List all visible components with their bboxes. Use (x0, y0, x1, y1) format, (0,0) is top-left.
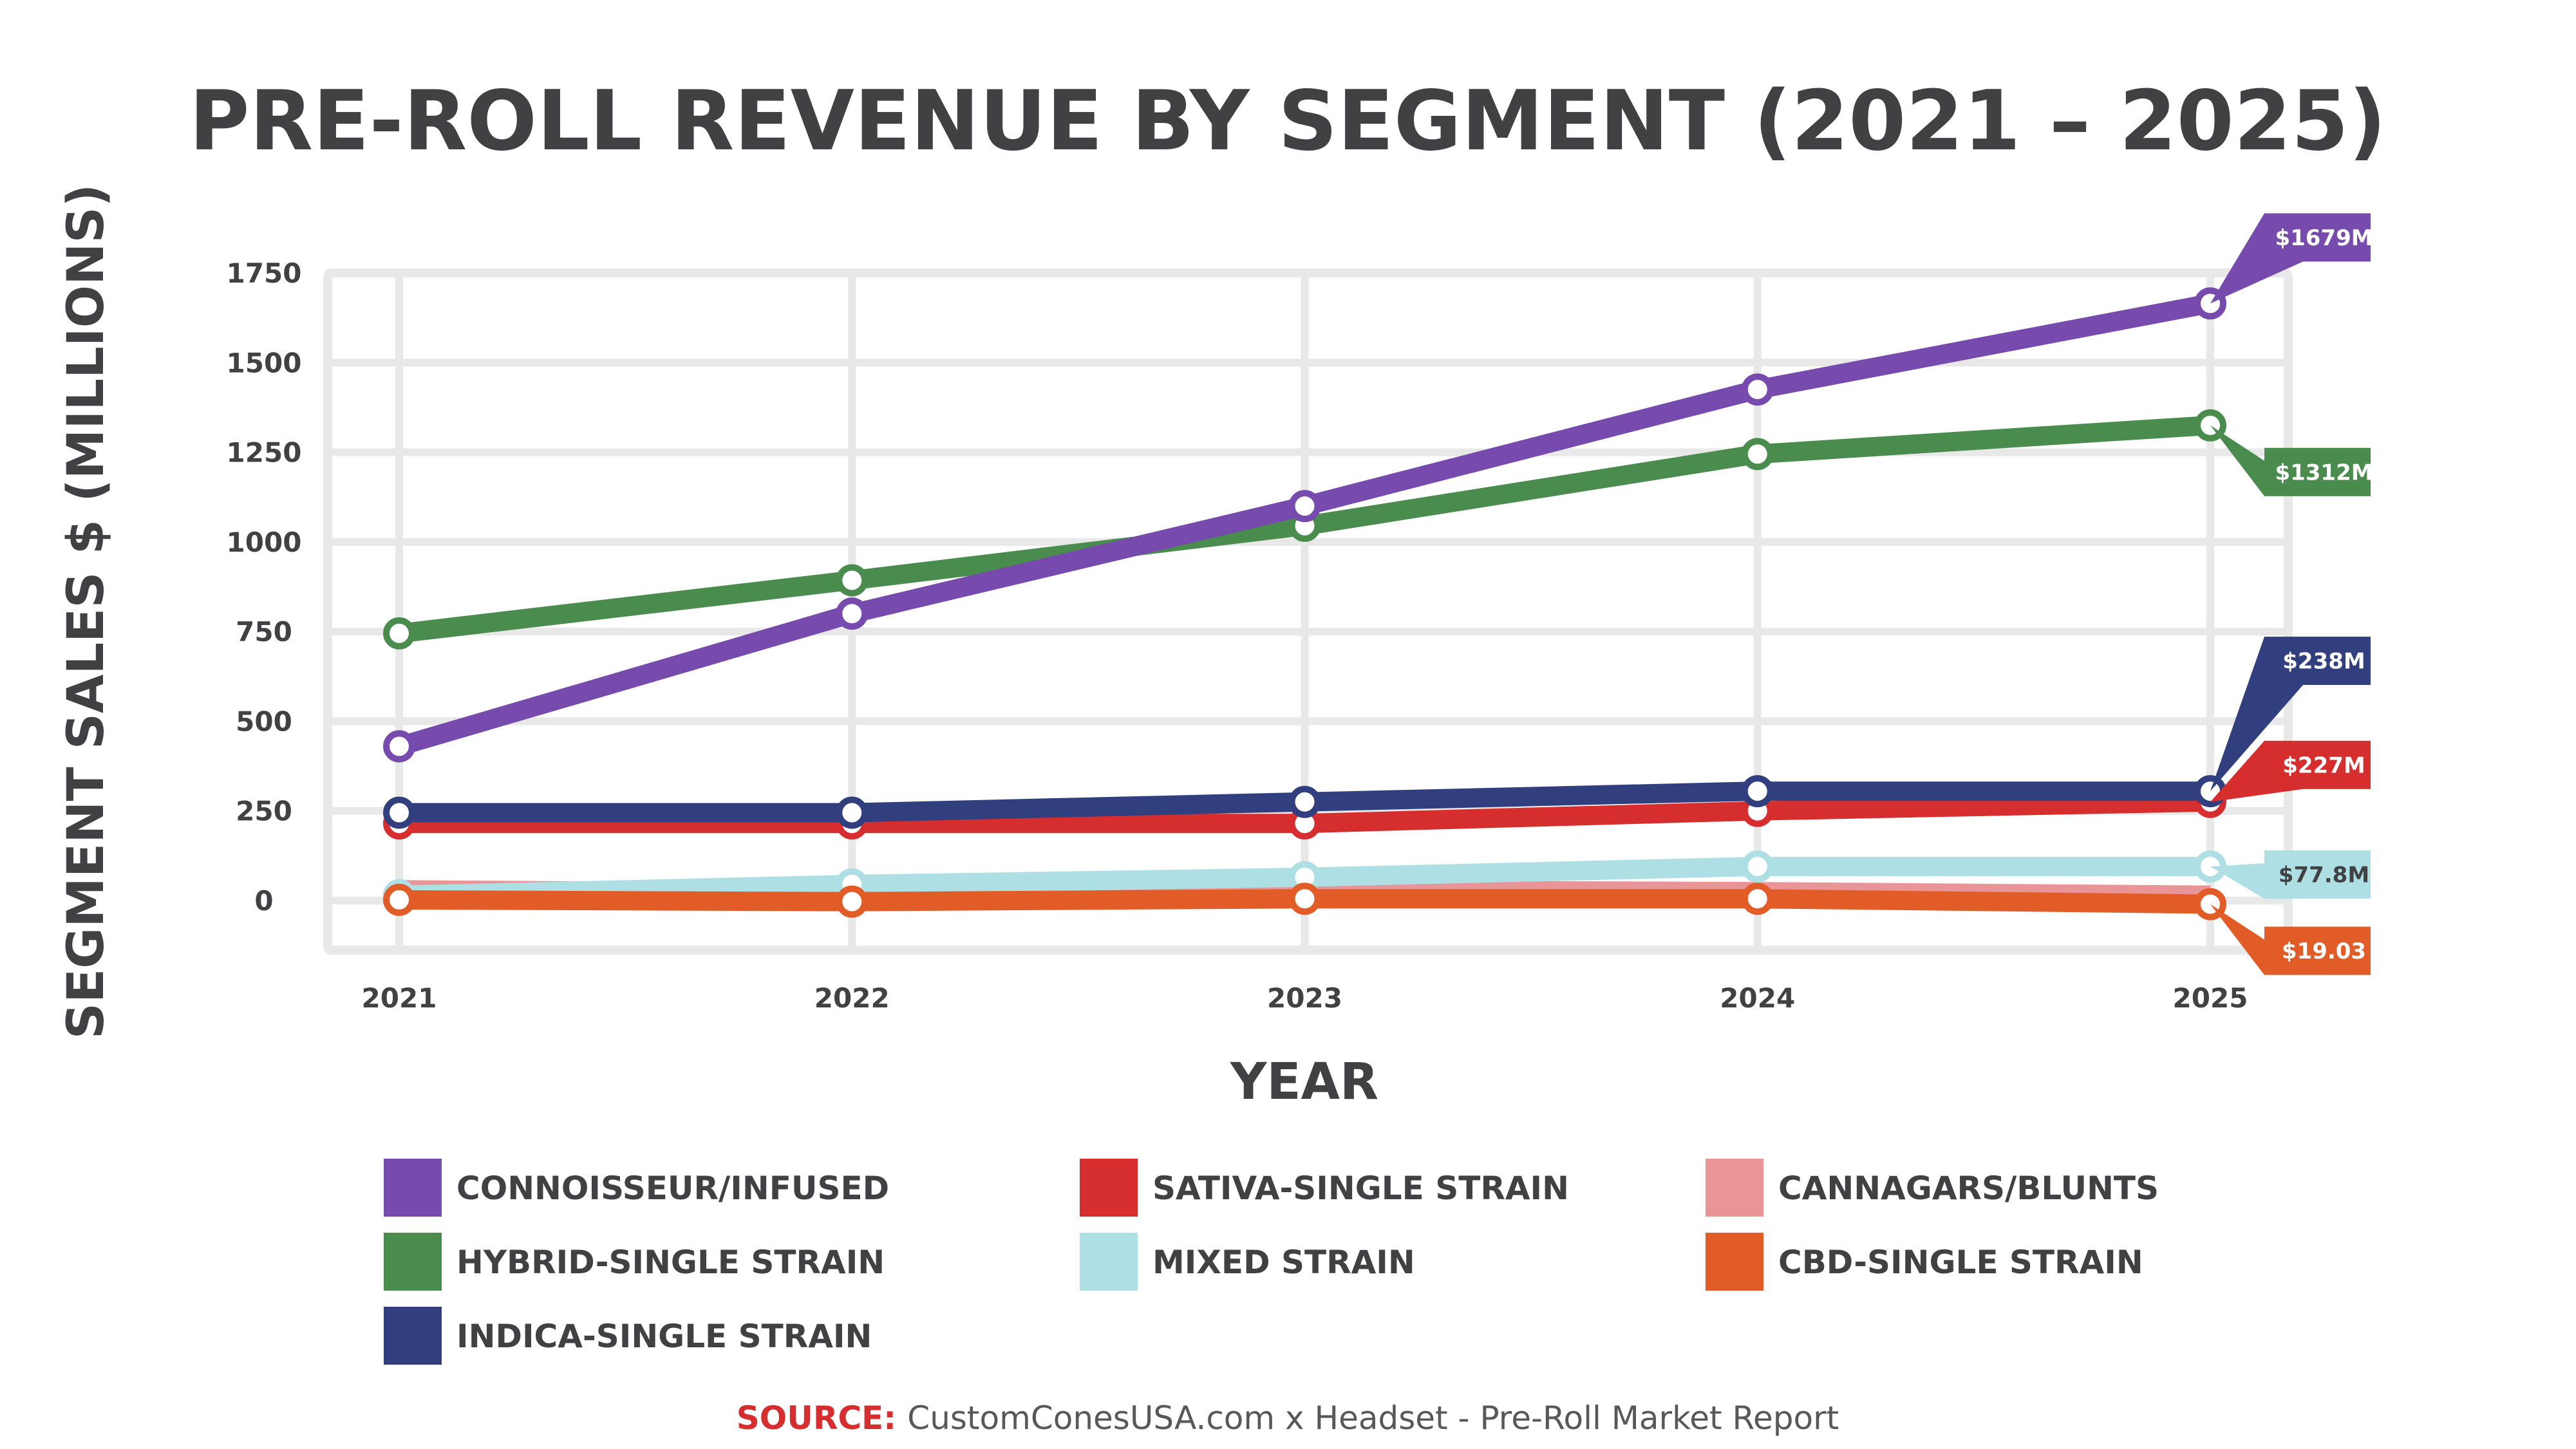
legend-item: HYBRID-SINGLE STRAIN (384, 1233, 885, 1291)
source-label: SOURCE: (737, 1399, 896, 1437)
source-text: CustomConesUSA.com x Headset - Pre-Roll … (907, 1399, 1839, 1437)
source-note: SOURCE: CustomConesUSA.com x Headset - P… (737, 1399, 1839, 1437)
y-tick-label: 1250 (227, 437, 302, 469)
x-tick-label: 2024 (1720, 982, 1795, 1014)
legend-label: MIXED STRAIN (1152, 1244, 1415, 1281)
legend-swatch (384, 1233, 442, 1291)
callout-box (2264, 740, 2371, 789)
legend-item: CONNOISSEUR/INFUSED (384, 1159, 889, 1217)
legend-item: SATIVA-SINGLE STRAIN (1080, 1159, 1569, 1217)
y-tick-label: 0 (254, 885, 273, 917)
callout: $1679M (2210, 213, 2373, 304)
data-point (383, 796, 415, 829)
legend-item: CBD-SINGLE STRAIN (1706, 1233, 2143, 1291)
data-point (1741, 850, 1774, 883)
y-tick-label: 250 (236, 796, 292, 827)
x-axis-ticks: 2021 2022 2023 2024 2025 (362, 982, 2248, 1014)
series-indica-single-strain (383, 775, 2226, 829)
y-axis-label: SEGMENT SALES $ (MILLIONS) (57, 184, 115, 1039)
legend-label: HYBRID-SINGLE STRAIN (456, 1244, 885, 1281)
data-point (1288, 883, 1321, 915)
legend-swatch (1706, 1233, 1763, 1291)
legend-swatch (384, 1307, 442, 1365)
data-point (383, 883, 415, 916)
data-point (383, 617, 415, 650)
series-cbd-single-strain (383, 883, 2226, 921)
y-tick-label: 500 (236, 706, 292, 737)
legend-label: INDICA-SINGLE STRAIN (456, 1318, 872, 1355)
callout: $19.03 (2210, 904, 2371, 975)
data-point (836, 597, 869, 630)
callout: $238M (2210, 637, 2371, 792)
callout-label: $19.03 (2282, 939, 2366, 964)
data-point (836, 885, 869, 918)
legend-label: CONNOISSEUR/INFUSED (456, 1170, 889, 1207)
x-axis-label: YEAR (1230, 1053, 1378, 1111)
series-lines (383, 287, 2226, 921)
callout: $77.8M (2210, 850, 2371, 899)
callout-box (2264, 850, 2371, 899)
x-tick-label: 2025 (2173, 982, 2248, 1014)
callout-pointer (2210, 425, 2264, 496)
legend-swatch (384, 1159, 442, 1217)
legend-label: CBD-SINGLE STRAIN (1778, 1244, 2143, 1281)
callout-label: $227M (2282, 753, 2365, 778)
legend-swatch (1706, 1159, 1763, 1217)
x-tick-label: 2022 (814, 982, 890, 1014)
data-point (1741, 775, 1774, 808)
data-point (1288, 785, 1321, 818)
series-hybrid-single-strain (383, 409, 2226, 650)
callout-label: $238M (2282, 649, 2365, 675)
callout-label: $1312M (2275, 460, 2373, 485)
data-point (383, 730, 415, 763)
y-axis-ticks: 0 250 500 750 1000 1250 1500 1750 (227, 257, 302, 917)
callout-pointer (2210, 904, 2264, 975)
legend-item: MIXED STRAIN (1080, 1233, 1415, 1291)
y-tick-label: 1750 (227, 257, 302, 289)
callout-box (2264, 637, 2371, 686)
x-tick-label: 2021 (362, 982, 437, 1014)
legend-swatch (1080, 1233, 1138, 1291)
legend-item: CANNAGARS/BLUNTS (1706, 1159, 2159, 1217)
data-point (1288, 490, 1321, 523)
series-connoisseur-infused (383, 287, 2226, 763)
callout-box (2264, 213, 2371, 262)
data-point (1741, 883, 1774, 915)
data-point (1741, 438, 1774, 471)
callout-box (2264, 926, 2371, 975)
y-tick-label: 750 (236, 616, 292, 648)
chart-title: PRE-ROLL REVENUE BY SEGMENT (2021 – 2025… (189, 73, 2387, 169)
callout-label: $77.8M (2279, 863, 2369, 888)
callout-pointer (2210, 863, 2264, 899)
callout-label: $1679M (2275, 225, 2373, 251)
legend-label: CANNAGARS/BLUNTS (1778, 1170, 2159, 1207)
y-tick-label: 1000 (227, 527, 302, 558)
data-point (836, 564, 869, 597)
y-tick-label: 1500 (227, 347, 302, 379)
legend-item: INDICA-SINGLE STRAIN (384, 1307, 872, 1365)
legend: CONNOISSEUR/INFUSED SATIVA-SINGLE STRAIN C… (384, 1159, 2159, 1365)
legend-label: SATIVA-SINGLE STRAIN (1152, 1170, 1569, 1207)
callout-box (2264, 447, 2371, 496)
x-tick-label: 2023 (1267, 982, 1342, 1014)
end-value-callouts: $1679M $1312M $238M $227M $77.8M $19.03 (2210, 213, 2373, 975)
data-point (836, 796, 869, 829)
data-point (1741, 373, 1774, 406)
legend-swatch (1080, 1159, 1138, 1217)
callout: $227M (2210, 740, 2371, 802)
callout: $1312M (2210, 425, 2373, 496)
